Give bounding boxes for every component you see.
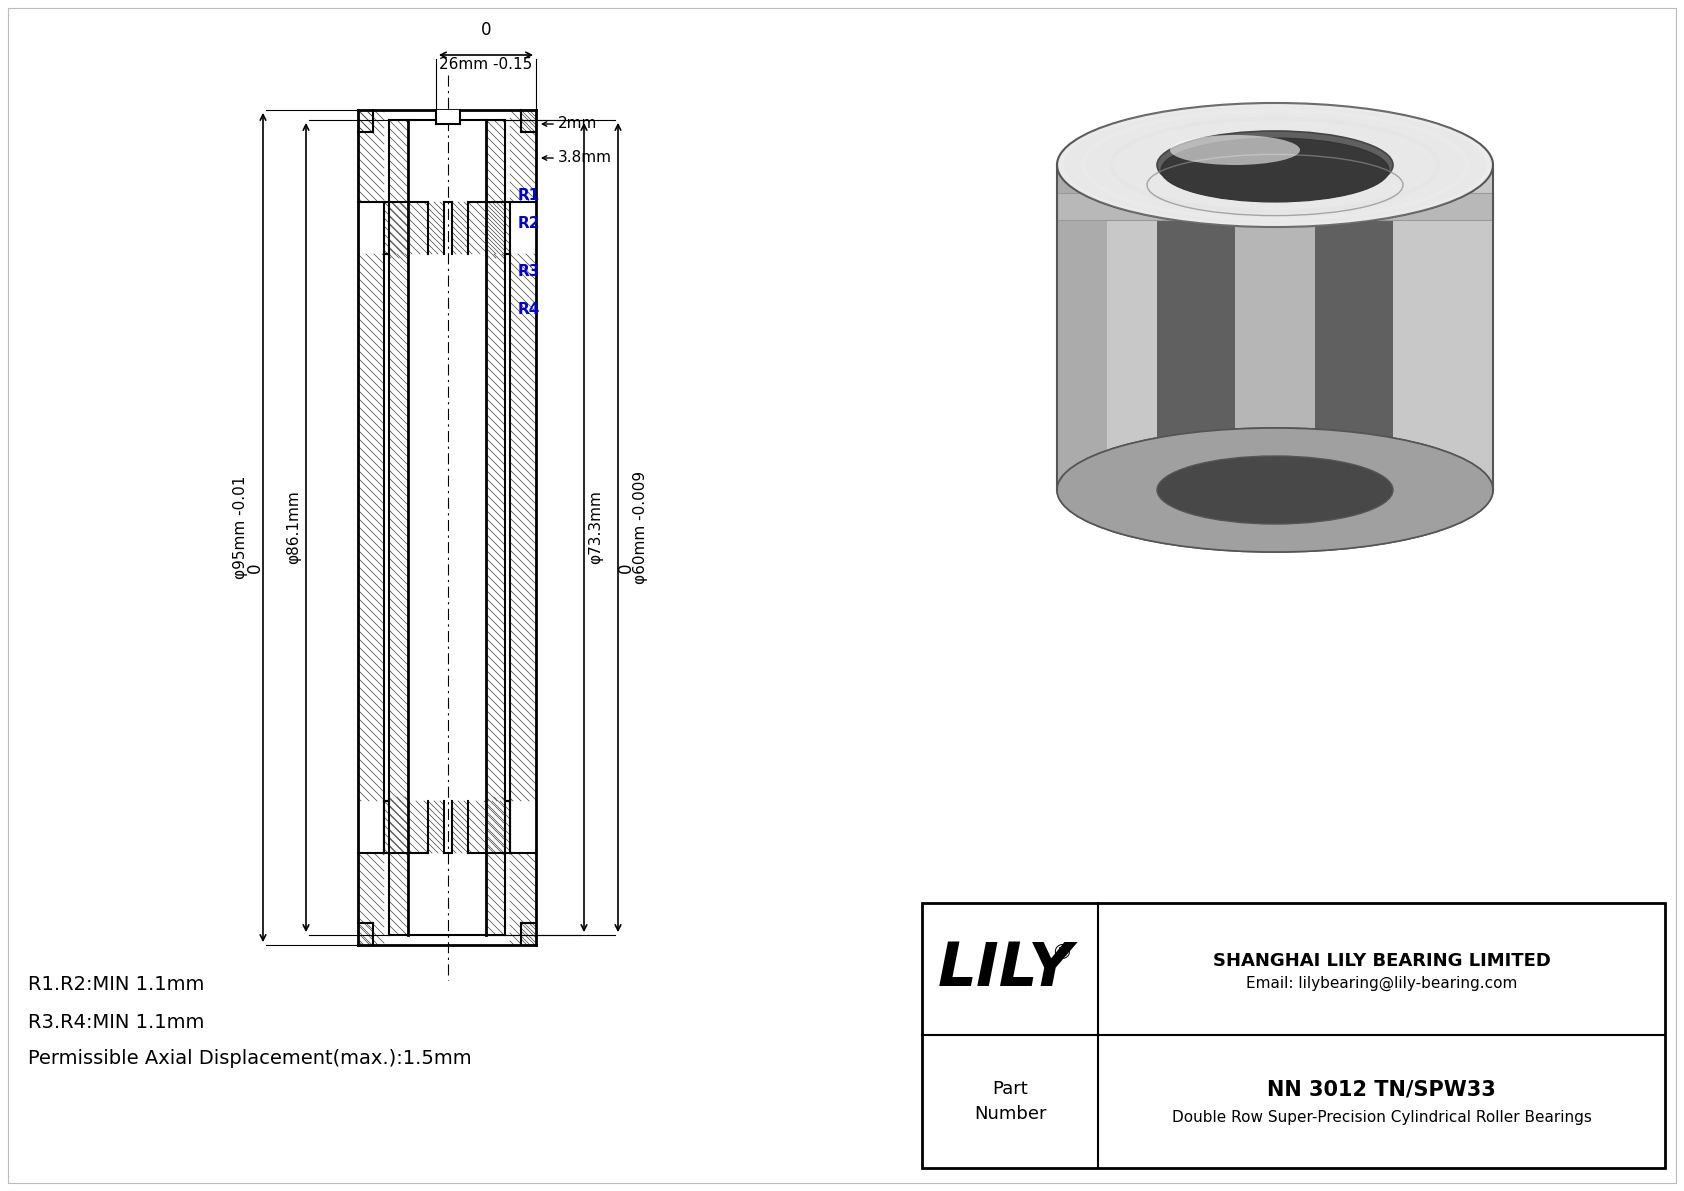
Text: NN 3012 TN/SPW33: NN 3012 TN/SPW33 — [1266, 1079, 1495, 1099]
Ellipse shape — [1157, 456, 1393, 524]
Ellipse shape — [1058, 102, 1494, 227]
Text: φ60mm -0.009: φ60mm -0.009 — [633, 470, 648, 584]
Ellipse shape — [1157, 456, 1393, 524]
Ellipse shape — [1160, 138, 1389, 202]
Text: 0: 0 — [616, 562, 635, 573]
Text: 0: 0 — [246, 562, 264, 573]
Text: Double Row Super-Precision Cylindrical Roller Bearings: Double Row Super-Precision Cylindrical R… — [1172, 1110, 1591, 1125]
Polygon shape — [1058, 166, 1106, 490]
Text: φ73.3mm: φ73.3mm — [588, 491, 603, 565]
Text: Part
Number: Part Number — [973, 1080, 1046, 1123]
Text: R3: R3 — [519, 264, 541, 280]
Text: R3.R4:MIN 1.1mm: R3.R4:MIN 1.1mm — [29, 1012, 204, 1031]
Ellipse shape — [1157, 131, 1393, 199]
Text: R4: R4 — [519, 301, 541, 317]
Text: 2mm: 2mm — [557, 117, 598, 131]
Text: SHANGHAI LILY BEARING LIMITED: SHANGHAI LILY BEARING LIMITED — [1212, 952, 1551, 969]
Text: R2: R2 — [519, 217, 541, 231]
Bar — [436, 110, 460, 124]
Text: R1: R1 — [519, 188, 541, 204]
Text: R1.R2:MIN 1.1mm: R1.R2:MIN 1.1mm — [29, 975, 204, 994]
Polygon shape — [1058, 193, 1494, 220]
Text: 3.8mm: 3.8mm — [557, 150, 611, 166]
Text: 0: 0 — [480, 21, 492, 39]
Text: LILY: LILY — [938, 940, 1073, 998]
Text: 26mm -0.15: 26mm -0.15 — [440, 57, 532, 71]
Polygon shape — [1058, 166, 1494, 490]
Bar — [923, 903, 1665, 1168]
Ellipse shape — [1058, 428, 1494, 551]
Polygon shape — [1157, 166, 1393, 490]
Text: Permissible Axial Displacement(max.):1.5mm: Permissible Axial Displacement(max.):1.5… — [29, 1048, 472, 1067]
Text: ®: ® — [1051, 943, 1073, 964]
Polygon shape — [1234, 166, 1315, 490]
Text: Email: lilybearing@lily-bearing.com: Email: lilybearing@lily-bearing.com — [1246, 975, 1517, 991]
Ellipse shape — [1058, 428, 1494, 551]
Bar — [359, 110, 536, 944]
Text: φ86.1mm: φ86.1mm — [286, 491, 301, 565]
Text: φ95mm -0.01: φ95mm -0.01 — [234, 476, 249, 579]
Ellipse shape — [1170, 135, 1300, 166]
